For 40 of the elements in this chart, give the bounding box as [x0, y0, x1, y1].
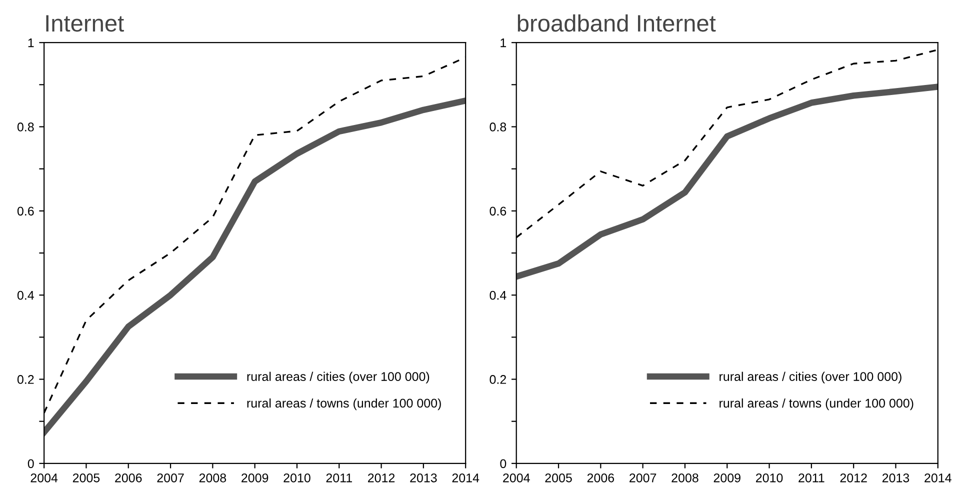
x-tick-label: 2009	[242, 473, 268, 482]
y-tick-label: 0.2	[490, 375, 506, 384]
x-tick-label: 2007	[157, 473, 184, 482]
x-tick-label: 2005	[545, 473, 572, 482]
x-tick-label: 2008	[199, 473, 226, 482]
chart-title: broadband Internet	[518, 14, 716, 32]
legend-label: rural areas / towns (under 100 000)	[720, 398, 914, 410]
y-tick-label: 0.8	[17, 122, 34, 132]
y-tick-label: 1	[500, 38, 506, 48]
y-tick-label: 0.8	[490, 122, 506, 132]
x-tick-label: 2006	[115, 473, 142, 482]
x-tick-label: 2010	[284, 473, 310, 482]
y-tick-label: 0.4	[490, 290, 506, 300]
x-tick-label: 2007	[630, 473, 656, 482]
x-tick-label: 2009	[714, 473, 740, 482]
x-tick-label: 2013	[410, 473, 437, 482]
y-tick-label: 0.6	[490, 206, 506, 216]
chart-title: Internet	[46, 15, 124, 32]
y-tick-label: 0	[500, 459, 506, 468]
legend-label: rural areas / cities (over 100 000)	[247, 372, 430, 384]
x-tick-label: 2006	[587, 473, 614, 482]
x-tick-label: 2013	[882, 473, 910, 482]
y-tick-label: 0.6	[17, 206, 34, 216]
y-tick-label: 1	[28, 38, 34, 48]
x-tick-label: 2011	[326, 473, 352, 482]
x-tick-label: 2004	[503, 473, 530, 482]
x-tick-label: 2014	[924, 473, 952, 482]
x-tick-label: 2010	[756, 473, 783, 482]
y-tick-label: 0.2	[17, 375, 34, 384]
x-tick-label: 2005	[72, 473, 100, 482]
x-tick-label: 2004	[30, 473, 58, 482]
x-tick-label: 2012	[840, 473, 867, 482]
x-tick-label: 2012	[368, 473, 395, 482]
legend-label: rural areas / cities (over 100 000)	[720, 372, 902, 384]
legend-label: rural areas / towns (under 100 000)	[247, 398, 441, 410]
y-tick-label: 0	[28, 459, 34, 468]
y-tick-label: 0.4	[17, 290, 34, 300]
x-tick-label: 2014	[452, 473, 480, 482]
x-tick-label: 2008	[672, 473, 698, 482]
x-tick-label: 2011	[798, 473, 824, 482]
